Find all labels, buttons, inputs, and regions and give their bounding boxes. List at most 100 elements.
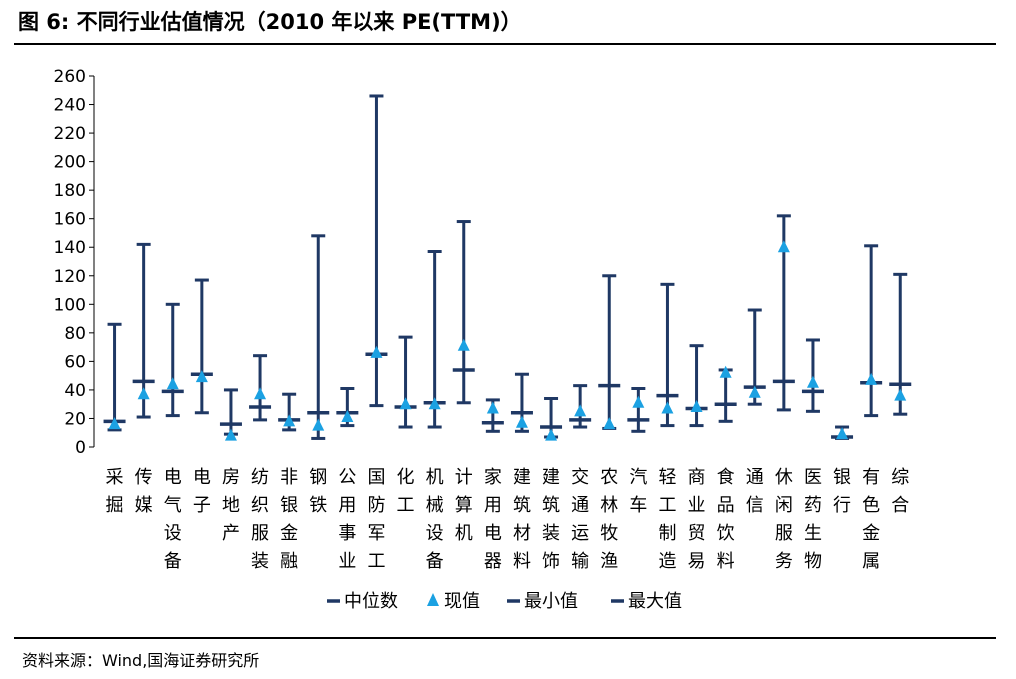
x-category-label: 通信 [746, 467, 764, 516]
y-tick-label: 180 [54, 181, 86, 201]
current-value-marker [224, 428, 237, 441]
current-value-marker [836, 427, 849, 440]
current-value-marker [399, 397, 412, 410]
x-category-label: 房地产 [222, 467, 240, 544]
y-tick-label: 0 [75, 438, 86, 458]
x-category-label: 传媒 [135, 467, 153, 516]
category-group: 房地产 [219, 388, 242, 544]
current-value-marker [283, 414, 296, 427]
x-category-label: 纺织服装 [251, 467, 269, 572]
category-group: 交通运输 [569, 384, 592, 572]
y-tick-label: 160 [54, 210, 86, 230]
current-value-marker [370, 345, 383, 358]
current-value-marker [719, 365, 732, 378]
legend-label: 最大值 [628, 591, 682, 612]
current-value-marker [690, 400, 703, 413]
category-group: 公用事业 [336, 386, 359, 572]
category-group: 电子 [190, 278, 213, 516]
x-category-label: 化工 [397, 467, 415, 516]
category-group: 通信 [743, 308, 766, 516]
current-value-marker [545, 428, 558, 441]
category-group: 综合 [889, 272, 912, 516]
current-value-marker [661, 401, 674, 414]
category-group: 化工 [394, 335, 417, 516]
category-group: 机械设备 [423, 250, 446, 572]
current-value-marker [254, 387, 267, 400]
legend-label: 中位数 [344, 591, 398, 612]
current-value-marker [574, 404, 587, 417]
y-tick-label: 200 [54, 153, 86, 173]
legend-label: 最小值 [524, 591, 578, 612]
x-category-label: 采掘 [106, 467, 124, 516]
current-value-marker [486, 401, 499, 414]
x-category-label: 综合 [891, 467, 909, 516]
current-value-marker [806, 375, 819, 388]
category-group: 农林牧渔 [598, 274, 621, 572]
y-tick-label: 220 [54, 124, 86, 144]
category-group: 轻工制造 [656, 282, 679, 572]
x-category-label: 电子 [193, 467, 211, 516]
x-category-label: 公用事业 [338, 467, 356, 572]
category-group: 建筑装饰 [540, 396, 563, 572]
x-category-label: 银行 [833, 467, 851, 516]
current-value-marker [312, 418, 325, 431]
figure-title: 图 6: 不同行业估值情况（2010 年以来 PE(TTM)） [18, 10, 522, 34]
y-tick-label: 120 [54, 267, 86, 287]
category-group: 汽车 [627, 386, 650, 516]
current-value-marker [195, 370, 208, 383]
category-group: 电气设备 [161, 302, 184, 572]
category-group: 食品饮料 [714, 365, 737, 572]
x-category-label: 家用电器 [484, 467, 502, 572]
legend: 中位数 现值 最小值 最大值 [327, 591, 682, 612]
x-category-label: 汽车 [629, 467, 647, 516]
legend-swatch-triangle [427, 593, 439, 606]
category-group: 传媒 [132, 242, 155, 516]
y-tick-label: 40 [64, 381, 86, 401]
category-group: 纺织服装 [249, 354, 272, 572]
x-category-label: 食品饮料 [717, 467, 735, 572]
category-group: 医药生物 [801, 338, 824, 572]
x-category-label: 计算机 [455, 467, 473, 544]
source-note: 资料来源：Wind,国海证券研究所 [22, 651, 260, 670]
current-value-marker [748, 385, 761, 398]
x-category-label: 农林牧渔 [600, 467, 618, 572]
x-category-label: 轻工制造 [658, 467, 676, 572]
category-group: 银行 [831, 425, 854, 516]
y-tick-label: 80 [64, 324, 86, 344]
current-value-marker [108, 417, 121, 430]
current-value-marker [894, 388, 907, 401]
current-value-marker [777, 240, 790, 253]
current-value-marker [515, 415, 528, 428]
title-rule [14, 43, 996, 45]
x-category-label: 机械设备 [426, 467, 444, 572]
x-category-label: 休闲服务 [775, 467, 793, 572]
source-rule [14, 637, 996, 639]
x-category-label: 电气设备 [164, 467, 182, 572]
x-category-label: 建筑材料 [513, 467, 531, 572]
current-value-marker [137, 387, 150, 400]
x-category-label: 非银金融 [280, 467, 298, 572]
category-group: 家用电器 [481, 398, 504, 572]
y-tick-label: 20 [64, 409, 86, 429]
category-group: 采掘 [103, 322, 126, 516]
current-value-marker [457, 338, 470, 351]
y-tick-label: 100 [54, 295, 86, 315]
x-category-label: 有色金属 [862, 467, 880, 572]
current-value-marker [632, 395, 645, 408]
category-group: 国防军工 [365, 94, 388, 572]
category-group: 计算机 [452, 220, 475, 544]
x-category-label: 建筑装饰 [542, 467, 560, 572]
current-value-marker [428, 397, 441, 410]
current-value-marker [603, 417, 616, 430]
category-group: 休闲服务 [772, 214, 795, 572]
x-category-label: 国防军工 [367, 467, 385, 572]
category-group: 有色金属 [860, 244, 883, 572]
category-group: 商业贸易 [685, 344, 708, 572]
category-group: 钢铁 [307, 234, 330, 516]
current-value-marker [166, 377, 179, 390]
category-group: 建筑材料 [510, 372, 533, 572]
y-tick-label: 140 [54, 238, 86, 258]
category-group: 非银金融 [278, 392, 301, 572]
y-tick-label: 240 [54, 96, 86, 116]
